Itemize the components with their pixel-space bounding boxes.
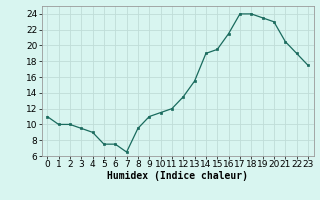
X-axis label: Humidex (Indice chaleur): Humidex (Indice chaleur) [107,171,248,181]
